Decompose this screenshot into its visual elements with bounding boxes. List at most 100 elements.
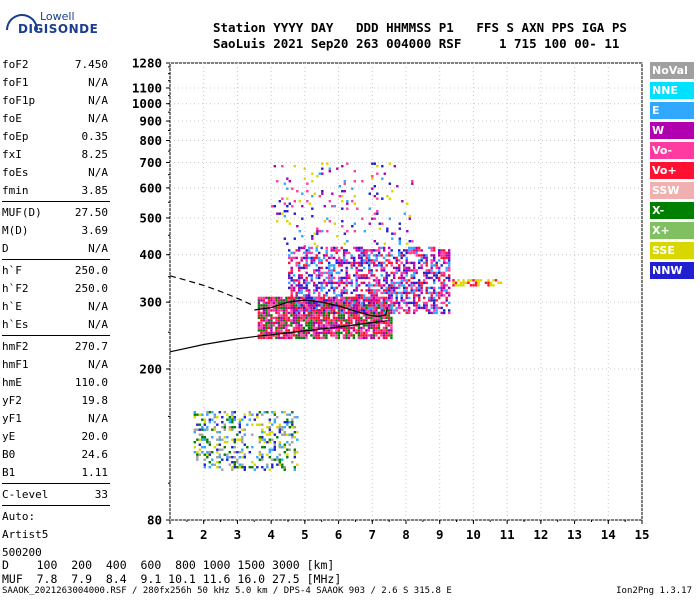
echo-point [327, 331, 331, 335]
echo-point [365, 311, 368, 315]
echo-point [428, 271, 431, 275]
echo-point [318, 296, 321, 300]
echo-point [445, 261, 448, 265]
echo-point [420, 284, 423, 287]
param-divider [2, 483, 110, 484]
echo-point [350, 304, 353, 307]
echo-point [355, 276, 358, 280]
param-value: N/A [88, 76, 108, 89]
echo-point [216, 456, 219, 459]
echo-point [281, 426, 284, 429]
echo-point [438, 266, 441, 270]
echo-point [285, 304, 288, 307]
x-tick-label: 10 [466, 527, 481, 542]
echo-point [298, 230, 301, 233]
echo-point [256, 466, 259, 469]
echo-point [263, 438, 266, 441]
echo-point [323, 279, 326, 282]
echo-point [398, 254, 401, 257]
echo-point [328, 306, 331, 310]
echo-point [403, 279, 406, 282]
echo-point [300, 286, 303, 290]
echo-point [469, 279, 473, 282]
echo-point [469, 284, 473, 287]
echo-point [355, 316, 358, 320]
echo-point [218, 466, 221, 469]
echo-point [305, 336, 308, 340]
echo-point [291, 461, 294, 464]
echo-point [381, 177, 384, 180]
echo-point [362, 324, 366, 327]
echo-point [393, 289, 396, 292]
echo-point [375, 326, 378, 330]
echo-point [428, 286, 431, 290]
echo-point [291, 411, 294, 414]
echo-point [272, 324, 276, 327]
echo-point [288, 249, 291, 252]
echo-point [350, 281, 353, 285]
echo-point [371, 187, 374, 190]
echo-point [335, 329, 338, 332]
echo-point [368, 284, 371, 287]
echo-point [221, 448, 224, 451]
echo-point [332, 324, 336, 327]
echo-point [218, 443, 221, 446]
echo-point [302, 304, 306, 307]
echo-point [385, 306, 388, 310]
echo-point [231, 413, 234, 416]
echo-point [300, 266, 303, 270]
echo-point [198, 423, 201, 426]
echo-point [367, 334, 371, 337]
echo-point [345, 336, 348, 340]
echo-point [223, 426, 226, 429]
param-row: MUF(D) 27.50 [2, 204, 110, 222]
echo-point [322, 316, 326, 320]
echo-point [351, 187, 354, 190]
echo-point [283, 443, 286, 446]
echo-point [352, 326, 356, 330]
echo-point [387, 324, 391, 327]
echo-point [387, 309, 391, 312]
echo-point [328, 269, 331, 272]
echo-point [271, 423, 274, 426]
echo-point [415, 301, 418, 305]
echo-point [315, 254, 318, 257]
echo-point [388, 296, 391, 300]
echo-point [390, 296, 393, 300]
echo-point [262, 336, 266, 340]
echo-point [262, 299, 266, 302]
echo-point [438, 286, 441, 290]
echo-point [226, 456, 229, 459]
echo-point [403, 249, 406, 252]
echo-point [321, 172, 324, 175]
echo-point [308, 304, 311, 307]
echo-point [213, 428, 216, 431]
echo-point [307, 324, 311, 327]
echo-point [203, 421, 206, 424]
echo-point [385, 304, 388, 307]
echo-point [430, 291, 433, 295]
echo-point [443, 251, 446, 255]
echo-point [390, 321, 393, 325]
param-row: hmF1 N/A [2, 356, 110, 374]
echo-point [347, 319, 351, 322]
echo-point [382, 309, 386, 312]
echo-point [285, 311, 288, 315]
echo-point [365, 304, 368, 307]
echo-point [368, 286, 371, 290]
echo-point [445, 289, 448, 292]
echo-point [208, 461, 211, 464]
echo-point [377, 336, 381, 340]
param-name: foEp [2, 130, 29, 143]
echo-point [365, 309, 368, 312]
echo-point [308, 306, 311, 310]
param-name: B0 [2, 448, 16, 461]
echo-point [321, 190, 324, 193]
echo-point [433, 291, 436, 295]
echo-point [281, 165, 284, 168]
echo-point [233, 466, 236, 469]
echo-point [370, 334, 373, 337]
echo-point [318, 304, 321, 307]
echo-point [307, 316, 311, 320]
echo-point [395, 309, 398, 312]
